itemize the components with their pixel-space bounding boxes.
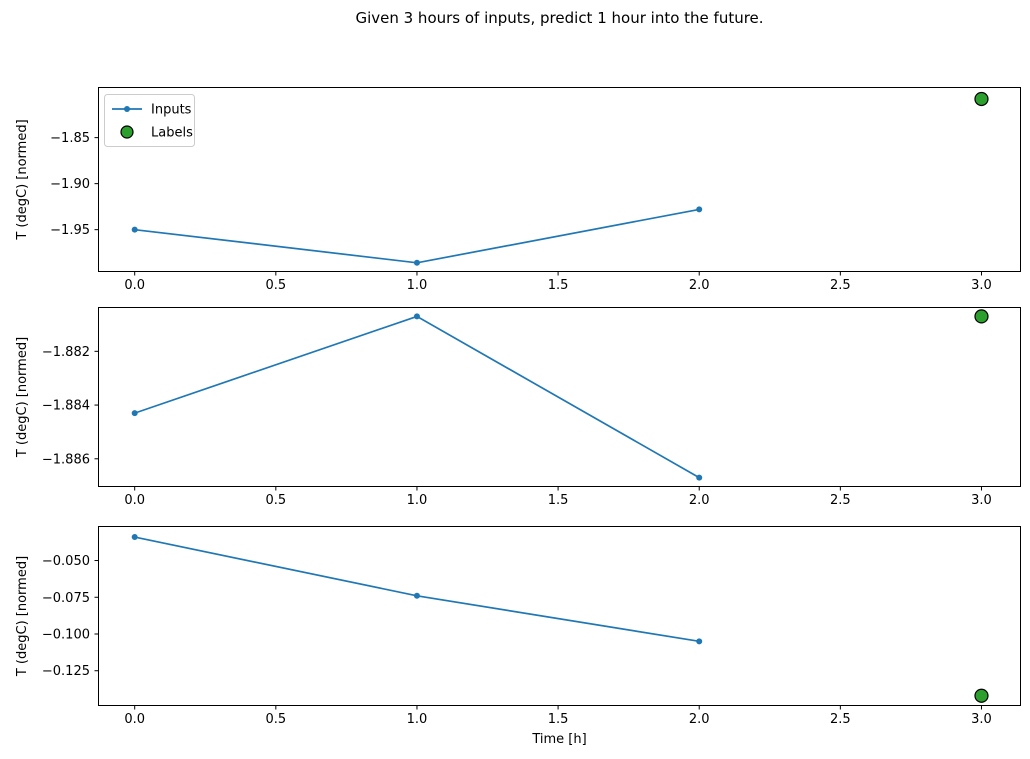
- input-point: [131, 534, 138, 541]
- input-point: [413, 592, 420, 599]
- label-point: [974, 91, 989, 107]
- y-tick-label: −1.85: [50, 131, 90, 146]
- input-point: [696, 474, 703, 481]
- y-tick-label: −1.882: [42, 345, 90, 360]
- x-tick-label: 0.5: [265, 712, 286, 727]
- inputs-line: [134, 315, 700, 479]
- x-tick-label: 2.0: [689, 278, 710, 293]
- x-tick-label: 3.0: [971, 493, 992, 508]
- axes-frame: [98, 87, 1021, 272]
- y-tick-label: −0.100: [42, 628, 90, 643]
- x-tick-label: 0.0: [124, 712, 145, 727]
- x-tick-label: 1.0: [407, 493, 428, 508]
- x-tick-label: 1.5: [548, 278, 569, 293]
- inputs-line: [134, 536, 700, 643]
- x-tick-label: 1.0: [407, 712, 428, 727]
- x-tick-label: 0.0: [124, 278, 145, 293]
- input-point: [696, 206, 703, 213]
- x-tick-label: 2.5: [830, 278, 851, 293]
- legend-inputs-marker-sample: [124, 106, 130, 112]
- legend-inputs-label: Inputs: [151, 103, 192, 118]
- legend: Inputs Labels: [104, 94, 195, 147]
- input-point: [413, 313, 420, 320]
- y-tick-label: −0.050: [42, 554, 90, 569]
- input-point: [413, 259, 420, 266]
- x-tick-label: 1.5: [548, 712, 569, 727]
- y-tick-label: −1.884: [42, 399, 90, 414]
- x-tick-label: 1.5: [548, 493, 569, 508]
- y-axis-label: T (degC) [normed]: [15, 337, 30, 458]
- axes-frame: [98, 526, 1021, 706]
- y-tick-label: −1.90: [50, 177, 90, 192]
- y-tick-label: −0.125: [42, 664, 90, 679]
- x-tick-label: 0.5: [265, 493, 286, 508]
- axes-frame: [98, 307, 1021, 487]
- subplot-3: 0.0 0.5 1.0 1.5 2.0 2.5 3.0 −0.050 −0.075 −0.100 −…: [15, 526, 1021, 747]
- legend-labels-label: Labels: [151, 126, 193, 141]
- y-tick-label: −1.886: [42, 452, 90, 467]
- x-tick-label: 0.0: [124, 493, 145, 508]
- label-point: [974, 309, 989, 324]
- input-point: [131, 226, 138, 233]
- x-tick-label: 3.0: [971, 278, 992, 293]
- x-tick-label: 3.0: [971, 712, 992, 727]
- subplot-2: 0.0 0.5 1.0 1.5 2.0 2.5 3.0 −1.882 −1.884 −1.886 T…: [15, 307, 1021, 508]
- legend-labels-marker-sample: [120, 125, 134, 139]
- x-tick-label: 0.5: [265, 278, 286, 293]
- input-point: [696, 638, 703, 645]
- inputs-line: [134, 208, 700, 264]
- x-tick-label: 2.5: [830, 493, 851, 508]
- y-axis-label: T (degC) [normed]: [15, 556, 30, 677]
- y-axis-label: T (degC) [normed]: [15, 119, 30, 240]
- input-point: [131, 410, 138, 417]
- x-tick-label: 2.5: [830, 712, 851, 727]
- subplot-1: 0.0 0.5 1.0 1.5 2.0 2.5 3.0 −1.85 −1.90 −1.95 T (d…: [15, 87, 1021, 293]
- figure-title: Given 3 hours of inputs, predict 1 hour …: [355, 9, 764, 27]
- y-tick-label: −1.95: [50, 223, 90, 238]
- x-tick-label: 1.0: [407, 278, 428, 293]
- label-point: [974, 688, 989, 703]
- x-axis-label: Time [h]: [531, 732, 586, 747]
- x-tick-label: 2.0: [689, 712, 710, 727]
- y-tick-label: −0.075: [42, 591, 90, 606]
- x-tick-label: 2.0: [689, 493, 710, 508]
